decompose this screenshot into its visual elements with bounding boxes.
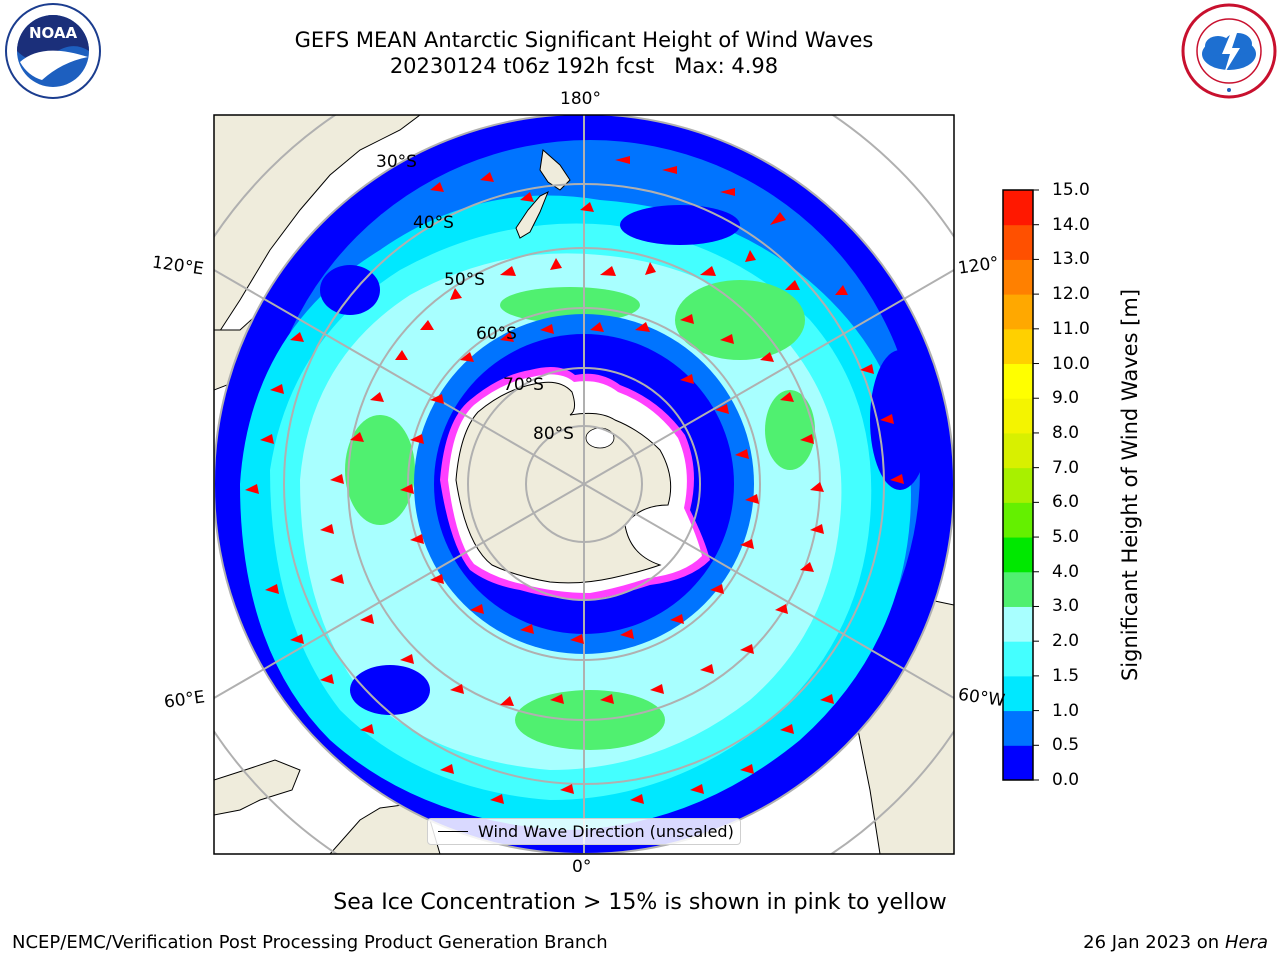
colorbar-tick-label: 11.0 (1052, 318, 1090, 339)
colorbar-bin (1003, 398, 1033, 434)
colorbar-tick-label: 14.0 (1052, 214, 1090, 235)
run-date: 26 Jan 2023 on Hera (1083, 932, 1268, 953)
noaa-logo: NOAA (5, 3, 101, 99)
colorbar-tick-label: 15.0 (1052, 180, 1090, 200)
colorbar-tick-label: 10.0 (1052, 353, 1090, 374)
colorbar-tick-label: 4.0 (1052, 561, 1080, 582)
run-date-text: 26 Jan 2023 on (1083, 932, 1220, 953)
lat-label-80s: 80°S (533, 424, 574, 444)
graticule (214, 115, 954, 854)
wind-wave-arrows (245, 156, 904, 804)
colorbar-bin (1003, 641, 1033, 677)
colorbar-tick-label: 6.0 (1052, 492, 1080, 513)
colorbar-bin (1003, 467, 1033, 503)
colorbar-bin (1003, 328, 1033, 365)
colorbar-tick-label: 1.0 (1052, 700, 1080, 721)
colorbar-bin (1003, 363, 1033, 399)
colorbar-bin (1003, 294, 1033, 330)
colorbar-tick-label: 0.0 (1052, 770, 1080, 790)
lon-label-180: 180° (560, 89, 601, 109)
colorbar-bin (1003, 571, 1033, 607)
map-frame (213, 114, 955, 855)
legend-line-swatch (438, 831, 468, 832)
colorbar-bin (1003, 432, 1033, 469)
colorbar-bin (1003, 675, 1033, 712)
colorbar-tick-label: 12.0 (1052, 284, 1090, 305)
meridian-120e-60w (214, 269, 954, 699)
colorbar-tick-label: 13.0 (1052, 249, 1090, 270)
colorbar-tick-label: 9.0 (1052, 388, 1080, 409)
lon-label-0: 0° (572, 857, 592, 877)
colorbar-bin (1003, 745, 1033, 781)
sea-ice-note: Sea Ice Concentration > 15% is shown in … (333, 890, 947, 915)
legend-label: Wind Wave Direction (unscaled) (478, 822, 734, 841)
colorbar-bin (1003, 606, 1033, 642)
producer-credit: NCEP/EMC/Verification Post Processing Pr… (12, 932, 608, 953)
lat-label-40s: 40°S (413, 213, 454, 233)
colorbar-bin (1003, 224, 1033, 260)
colorbar-label: Significant Height of Wind Waves [m] (1118, 288, 1142, 682)
colorbar-tick-label: 3.0 (1052, 596, 1080, 617)
chart-subtitle: 20230124 t06z 192h fcst Max: 4.98 (389, 54, 779, 78)
noaa-logo-text: NOAA (29, 24, 78, 42)
nws-logo (1181, 3, 1277, 99)
colorbar (1002, 189, 1039, 781)
colorbar-tick-label: 7.0 (1052, 457, 1080, 478)
lat-label-60s: 60°S (476, 324, 517, 344)
colorbar-bin (1003, 537, 1033, 573)
colorbar-tick-label: 2.0 (1052, 631, 1080, 652)
colorbar-bin (1003, 710, 1033, 746)
lat-label-70s: 70°S (503, 375, 544, 395)
lat-label-30s: 30°S (376, 152, 417, 172)
colorbar-bin (1003, 190, 1033, 226)
colorbar-tick-label: 5.0 (1052, 527, 1080, 548)
lat-label-50s: 50°S (444, 270, 485, 290)
host-name: Hera (1224, 932, 1268, 953)
colorbar-bin (1003, 502, 1033, 538)
colorbar-tick-label: 1.5 (1052, 665, 1080, 686)
colorbar-tick-label: 0.5 (1052, 735, 1080, 756)
chart-title: GEFS MEAN Antarctic Significant Height o… (294, 28, 874, 52)
colorbar-frame (1002, 189, 1034, 781)
colorbar-tick-label: 8.0 (1052, 422, 1080, 443)
map-legend: Wind Wave Direction (unscaled) (427, 818, 741, 845)
colorbar-bin (1003, 259, 1033, 295)
